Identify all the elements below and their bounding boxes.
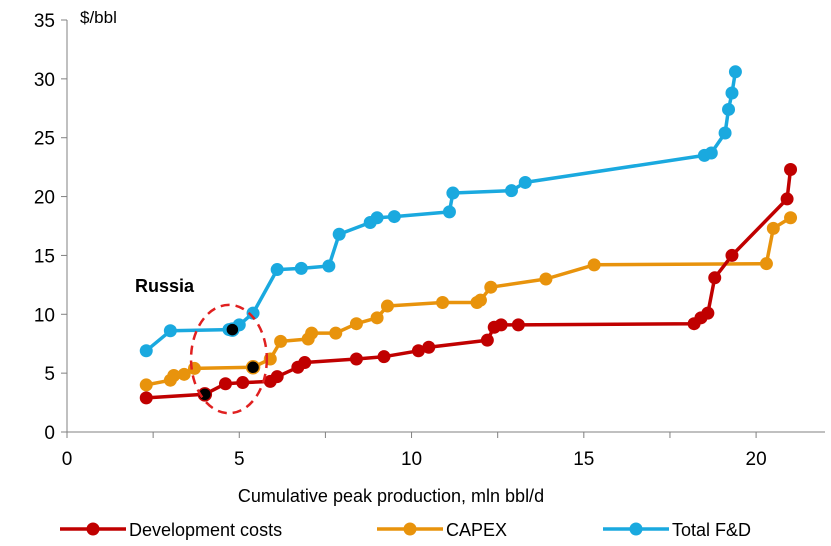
highlighted-point: [225, 322, 240, 337]
legend-item-development-costs: Development costs: [60, 520, 282, 540]
data-point-development-costs: [708, 271, 722, 285]
legend-item-total-f-d: Total F&D: [603, 520, 751, 540]
data-point-total-f-d: [728, 65, 742, 79]
data-point-capex: [187, 361, 201, 375]
series-capex: [139, 211, 798, 392]
data-point-development-costs: [411, 344, 425, 358]
data-point-development-costs: [218, 377, 232, 391]
data-point-capex: [305, 326, 319, 340]
y-tick-label: 20: [34, 188, 55, 209]
data-point-capex: [473, 293, 487, 307]
x-axis-title: Cumulative peak production, mln bbl/d: [238, 486, 544, 506]
data-point-capex: [587, 258, 601, 272]
data-point-total-f-d: [370, 211, 384, 225]
data-point-total-f-d: [294, 261, 308, 275]
data-point-capex: [370, 311, 384, 325]
data-point-total-f-d: [718, 126, 732, 140]
data-point-capex: [177, 367, 191, 381]
legend: Development costs CAPEX Total F&D: [60, 520, 751, 540]
annotation-layer: Russia: [135, 276, 269, 415]
data-point-total-f-d: [139, 344, 153, 358]
data-point-total-f-d: [322, 259, 336, 273]
highlight-circle: [189, 303, 269, 415]
highlighted-point: [245, 360, 261, 375]
data-point-development-costs: [511, 318, 525, 332]
data-point-development-costs: [349, 352, 363, 366]
data-point-development-costs: [298, 356, 312, 370]
legend-swatch-marker: [629, 522, 643, 536]
y-tick-label: 15: [34, 246, 55, 267]
data-point-capex: [274, 334, 288, 348]
x-tick-label: 0: [62, 449, 73, 470]
data-point-capex: [766, 221, 780, 235]
series-line-development-costs: [146, 169, 793, 400]
data-point-development-costs: [494, 318, 508, 332]
data-point-development-costs: [139, 391, 153, 405]
y-tick-label: 35: [34, 11, 55, 32]
data-point-total-f-d: [446, 186, 460, 200]
data-point-development-costs: [784, 162, 798, 176]
legend-label: Development costs: [129, 520, 282, 540]
data-point-total-f-d: [704, 146, 718, 160]
legend-swatch-marker: [86, 522, 100, 536]
data-point-total-f-d: [332, 227, 346, 241]
data-point-capex: [484, 280, 498, 294]
data-point-total-f-d: [270, 263, 284, 277]
data-point-total-f-d: [387, 210, 401, 224]
data-point-total-f-d: [442, 205, 456, 219]
data-point-capex: [759, 257, 773, 271]
y-tick-label: 10: [34, 305, 55, 326]
series-development-costs: [139, 162, 798, 405]
data-point-development-costs: [377, 350, 391, 364]
legend-label: CAPEX: [446, 520, 507, 540]
annotation-russia: Russia: [135, 276, 195, 296]
data-point-capex: [784, 211, 798, 225]
legend-label: Total F&D: [672, 520, 751, 540]
data-point-total-f-d: [504, 184, 518, 198]
data-point-total-f-d: [518, 175, 532, 189]
data-point-total-f-d: [725, 86, 739, 100]
data-point-development-costs: [780, 192, 794, 206]
data-point-development-costs: [725, 248, 739, 262]
x-tick-label: 5: [234, 449, 245, 470]
x-tick-label: 20: [746, 449, 767, 470]
y-tick-label: 30: [34, 70, 55, 91]
data-point-capex: [349, 317, 363, 331]
y-tick-label: 25: [34, 129, 55, 150]
data-point-development-costs: [422, 340, 436, 354]
data-point-total-f-d: [722, 102, 736, 116]
y-tick-label: 0: [44, 423, 55, 444]
series-line-capex: [145, 216, 792, 387]
data-point-capex: [539, 272, 553, 286]
data-point-capex: [380, 299, 394, 313]
data-point-capex: [139, 378, 153, 392]
data-point-capex: [329, 326, 343, 340]
data-point-total-f-d: [163, 324, 177, 338]
y-axis-label: $/bbl: [80, 8, 117, 27]
data-point-capex: [167, 368, 181, 382]
data-point-capex: [436, 296, 450, 310]
data-point-development-costs: [480, 333, 494, 347]
legend-swatch-marker: [403, 522, 417, 536]
data-point-total-f-d: [246, 306, 260, 320]
x-tick-label: 10: [401, 449, 422, 470]
legend-item-capex: CAPEX: [377, 520, 507, 540]
data-point-development-costs: [270, 370, 284, 384]
y-tick-label: 5: [44, 364, 55, 385]
series-layer: [139, 65, 798, 405]
data-point-development-costs: [236, 376, 250, 390]
x-tick-label: 15: [573, 449, 594, 470]
axes: 0 5 10 15 20 25 30 35 0 5 10 15 20: [34, 11, 825, 470]
series-total-f-d: [139, 65, 742, 358]
data-point-development-costs: [701, 306, 715, 320]
series-line-total-f-d: [145, 71, 738, 353]
